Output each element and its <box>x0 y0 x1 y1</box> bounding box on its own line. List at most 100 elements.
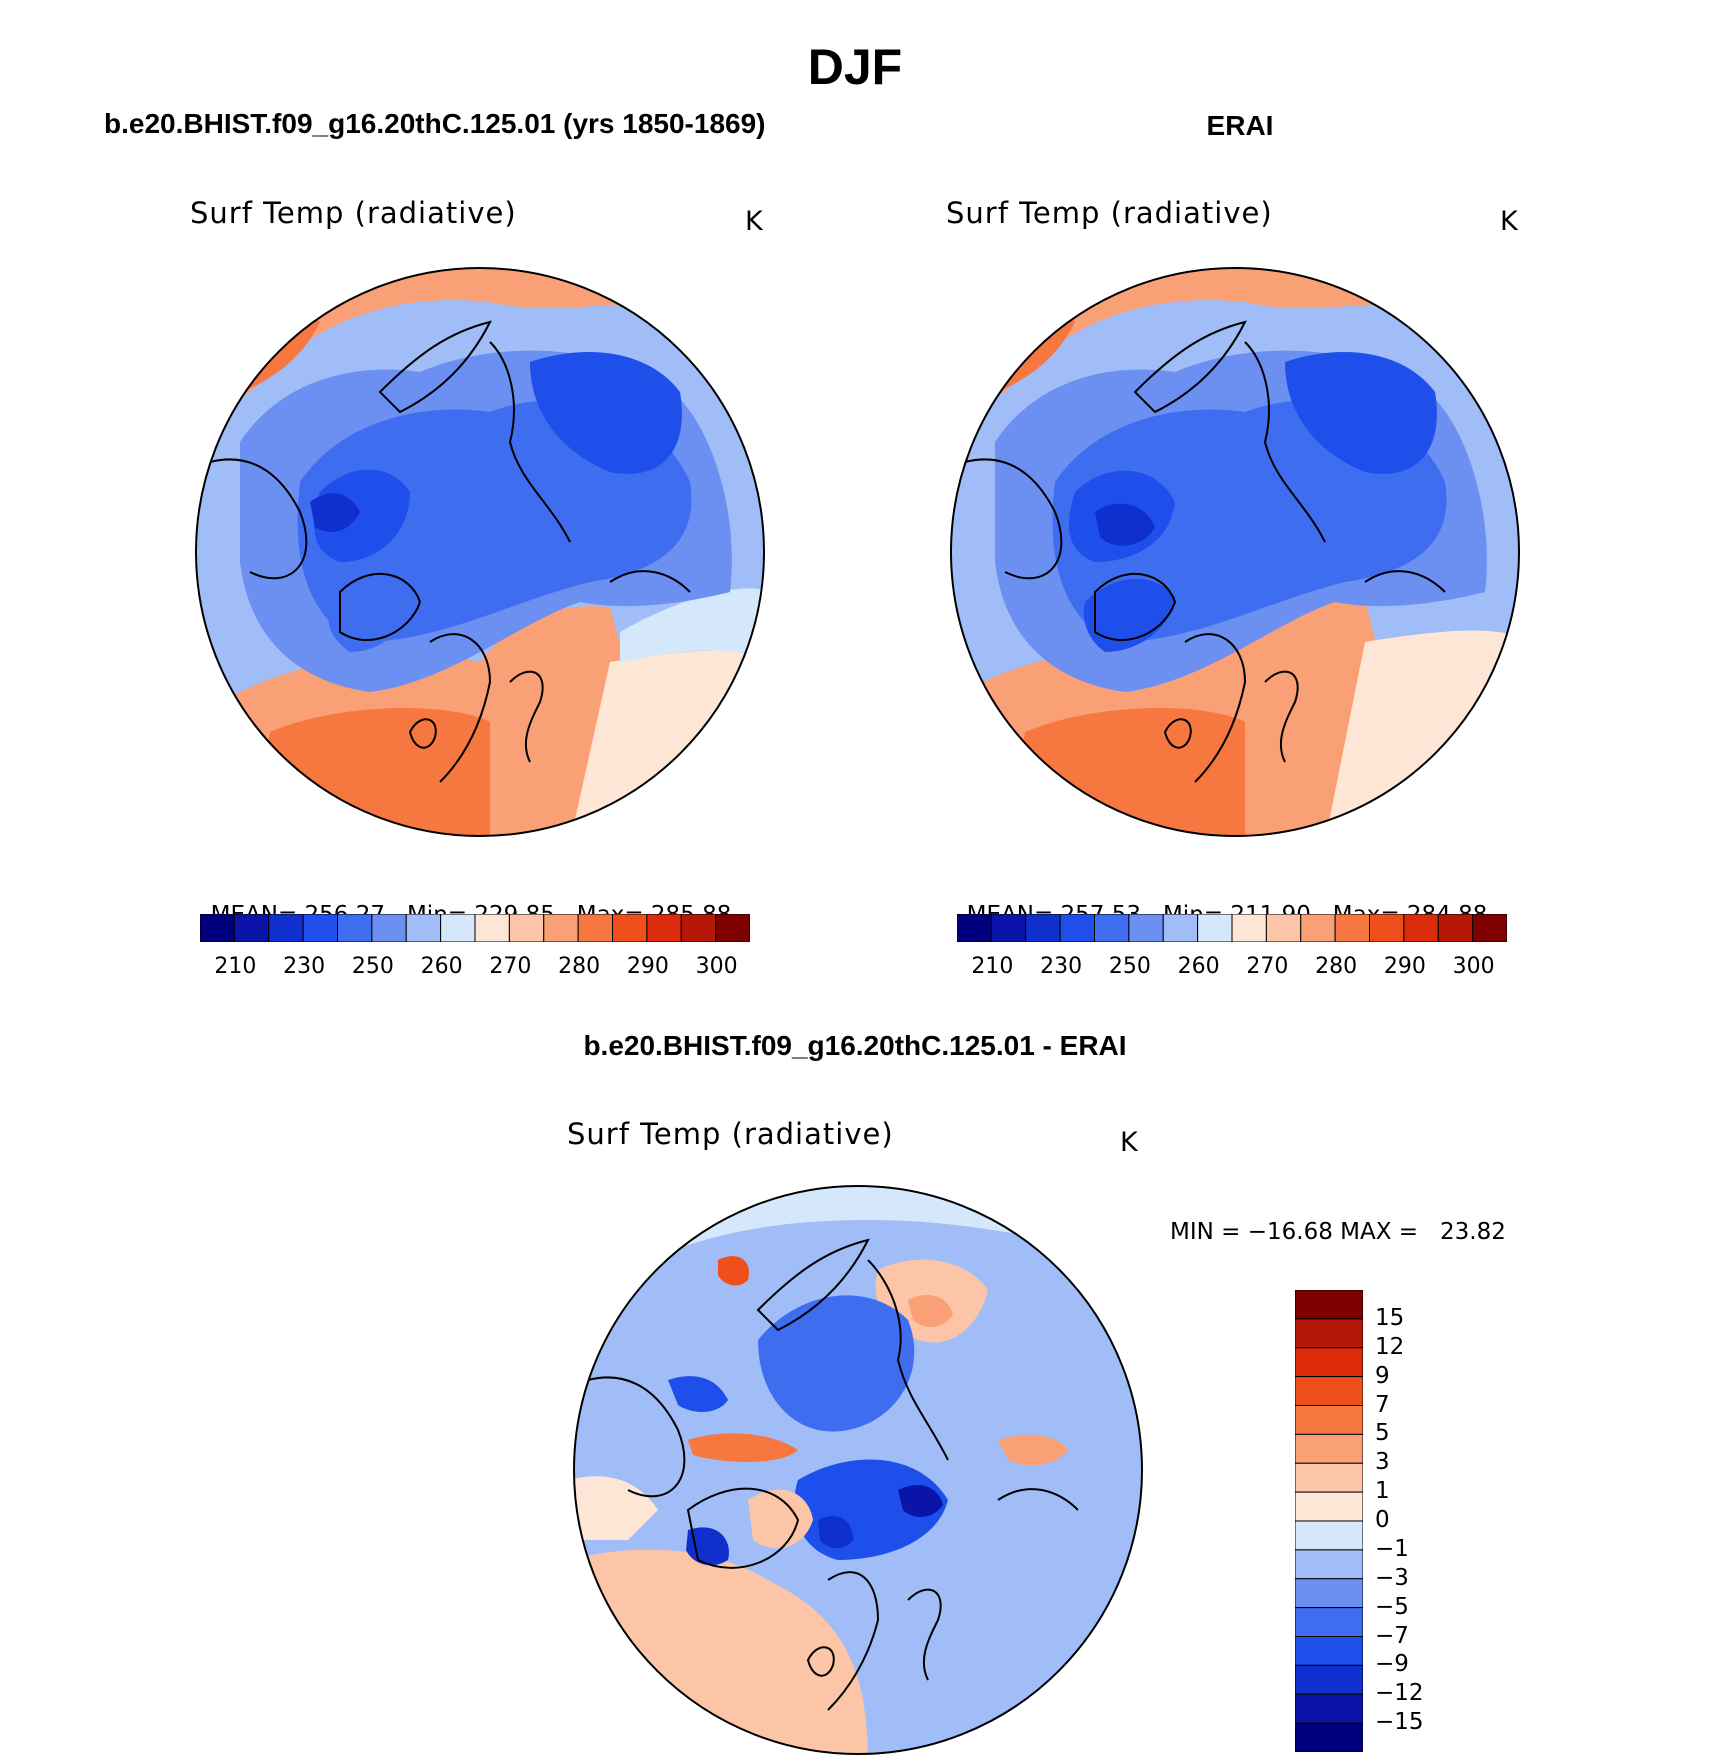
colorbar-swatch <box>405 914 442 942</box>
colorbar-swatch <box>1197 914 1233 942</box>
colorbar-swatch <box>440 914 476 942</box>
colorbar-tick-label: 260 <box>420 954 463 979</box>
colorbar-tick-label: 3 <box>1375 1449 1390 1476</box>
colorbar-swatch <box>1295 1664 1363 1695</box>
colorbar-tick-label: 280 <box>1315 954 1358 979</box>
colorbar-swatch <box>474 914 510 942</box>
colorbar-tick-label: −12 <box>1375 1680 1424 1707</box>
obs-panel-heading: ERAI <box>1206 110 1274 141</box>
colorbar-swatch <box>1059 914 1095 942</box>
colorbar-tick-label: 290 <box>626 954 669 979</box>
obs-polar-map <box>950 267 1520 837</box>
colorbar-tick-label: 9 <box>1375 1362 1390 1389</box>
diff-variable-label: Surf Temp (radiative) <box>567 1117 894 1151</box>
colorbar-tick-label: 250 <box>1108 954 1151 979</box>
colorbar-swatch <box>1295 1636 1363 1666</box>
obs-colorbar <box>957 914 1507 942</box>
colorbar-swatch <box>1295 1693 1363 1724</box>
colorbar-swatch <box>1295 1578 1363 1609</box>
diff-units-label: K <box>1120 1127 1138 1158</box>
colorbar-swatch <box>990 914 1027 942</box>
colorbar-swatch <box>1369 914 1405 942</box>
colorbar-swatch <box>1295 1347 1363 1378</box>
colorbar-swatch <box>1295 1491 1363 1522</box>
model-colorbar-swatches <box>200 914 750 942</box>
colorbar-tick-label: 210 <box>971 954 1014 979</box>
colorbar-swatch <box>508 914 545 942</box>
colorbar-tick-label: 15 <box>1375 1304 1405 1331</box>
colorbar-swatch <box>646 914 682 942</box>
colorbar-tick-label: 210 <box>214 954 257 979</box>
colorbar-swatch <box>1334 914 1370 942</box>
colorbar-swatch <box>1231 914 1267 942</box>
colorbar-tick-label: −5 <box>1375 1593 1409 1620</box>
colorbar-swatch <box>577 914 613 942</box>
figure-title: DJF <box>807 39 903 95</box>
colorbar-tick-label: −7 <box>1375 1622 1409 1649</box>
colorbar-tick-label: −3 <box>1375 1564 1409 1591</box>
diff-panel-heading: b.e20.BHIST.f09_g16.20thC.125.01 - ERAI <box>583 1030 1127 1061</box>
colorbar-tick-label: 280 <box>558 954 601 979</box>
model-panel-heading: b.e20.BHIST.f09_g16.20thC.125.01 (yrs 18… <box>104 108 766 139</box>
colorbar-tick-label: 290 <box>1383 954 1426 979</box>
obs-variable-label: Surf Temp (radiative) <box>946 196 1273 230</box>
colorbar-swatch <box>337 914 373 942</box>
colorbar-swatch <box>1472 914 1507 942</box>
colorbar-swatch <box>1295 1462 1363 1493</box>
colorbar-swatch <box>1162 914 1199 942</box>
colorbar-swatch <box>302 914 338 942</box>
obs-colorbar-labels: 210 230 250 260 270 280 290 300 <box>957 954 1507 984</box>
colorbar-tick-label: 260 <box>1177 954 1220 979</box>
obs-units-label: K <box>1500 206 1518 237</box>
diff-colorbar-labels: 15 12 9 7 5 3 1 0 −1 −3 −5 −7 −9 −12 −15 <box>1375 1290 1465 1752</box>
model-colorbar-labels: 210 230 250 260 270 280 290 300 <box>200 954 750 984</box>
model-polar-map <box>195 267 765 837</box>
colorbar-swatch <box>543 914 579 942</box>
colorbar-tick-label: 12 <box>1375 1333 1405 1360</box>
colorbar-swatch <box>200 914 235 942</box>
colorbar-swatch <box>715 914 750 942</box>
colorbar-tick-label: 270 <box>489 954 532 979</box>
colorbar-swatch <box>1403 914 1439 942</box>
colorbar-swatch <box>1295 1318 1363 1349</box>
colorbar-tick-label: 1 <box>1375 1478 1390 1505</box>
diff-colorbar-swatches <box>1295 1290 1363 1752</box>
colorbar-tick-label: 250 <box>351 954 394 979</box>
colorbar-tick-label: 300 <box>695 954 738 979</box>
colorbar-swatch <box>612 914 648 942</box>
colorbar-tick-label: 0 <box>1375 1507 1390 1533</box>
colorbar-tick-label: 300 <box>1452 954 1495 979</box>
colorbar-swatch <box>233 914 270 942</box>
model-units-label: K <box>745 206 763 237</box>
colorbar-swatch <box>1128 914 1164 942</box>
diff-polar-map <box>573 1185 1143 1755</box>
colorbar-swatch <box>1295 1433 1363 1464</box>
diff-minmax: MIN = −16.68 MAX = 23.82 <box>1170 1219 1506 1245</box>
colorbar-tick-label: 230 <box>283 954 326 979</box>
colorbar-swatch <box>1295 1722 1363 1752</box>
colorbar-swatch <box>371 914 407 942</box>
colorbar-tick-label: 270 <box>1246 954 1289 979</box>
colorbar-swatch <box>1295 1520 1363 1551</box>
colorbar-swatch <box>1025 914 1061 942</box>
colorbar-tick-label: 230 <box>1040 954 1083 979</box>
colorbar-swatch <box>957 914 992 942</box>
colorbar-swatch <box>1265 914 1302 942</box>
model-variable-label: Surf Temp (radiative) <box>190 196 517 230</box>
colorbar-tick-label: 5 <box>1375 1420 1390 1447</box>
colorbar-swatch <box>1437 914 1474 942</box>
colorbar-swatch <box>1295 1607 1363 1637</box>
colorbar-swatch <box>1094 914 1130 942</box>
diff-colorbar <box>1295 1290 1363 1752</box>
colorbar-swatch <box>1295 1376 1363 1406</box>
model-colorbar <box>200 914 750 942</box>
colorbar-swatch <box>1295 1549 1363 1580</box>
colorbar-tick-label: −15 <box>1375 1709 1424 1736</box>
colorbar-swatch <box>1295 1405 1363 1435</box>
colorbar-swatch <box>1300 914 1336 942</box>
colorbar-tick-label: −9 <box>1375 1651 1409 1678</box>
colorbar-swatch <box>268 914 304 942</box>
obs-colorbar-swatches <box>957 914 1507 942</box>
colorbar-tick-label: 7 <box>1375 1391 1390 1418</box>
colorbar-swatch <box>1295 1290 1363 1320</box>
